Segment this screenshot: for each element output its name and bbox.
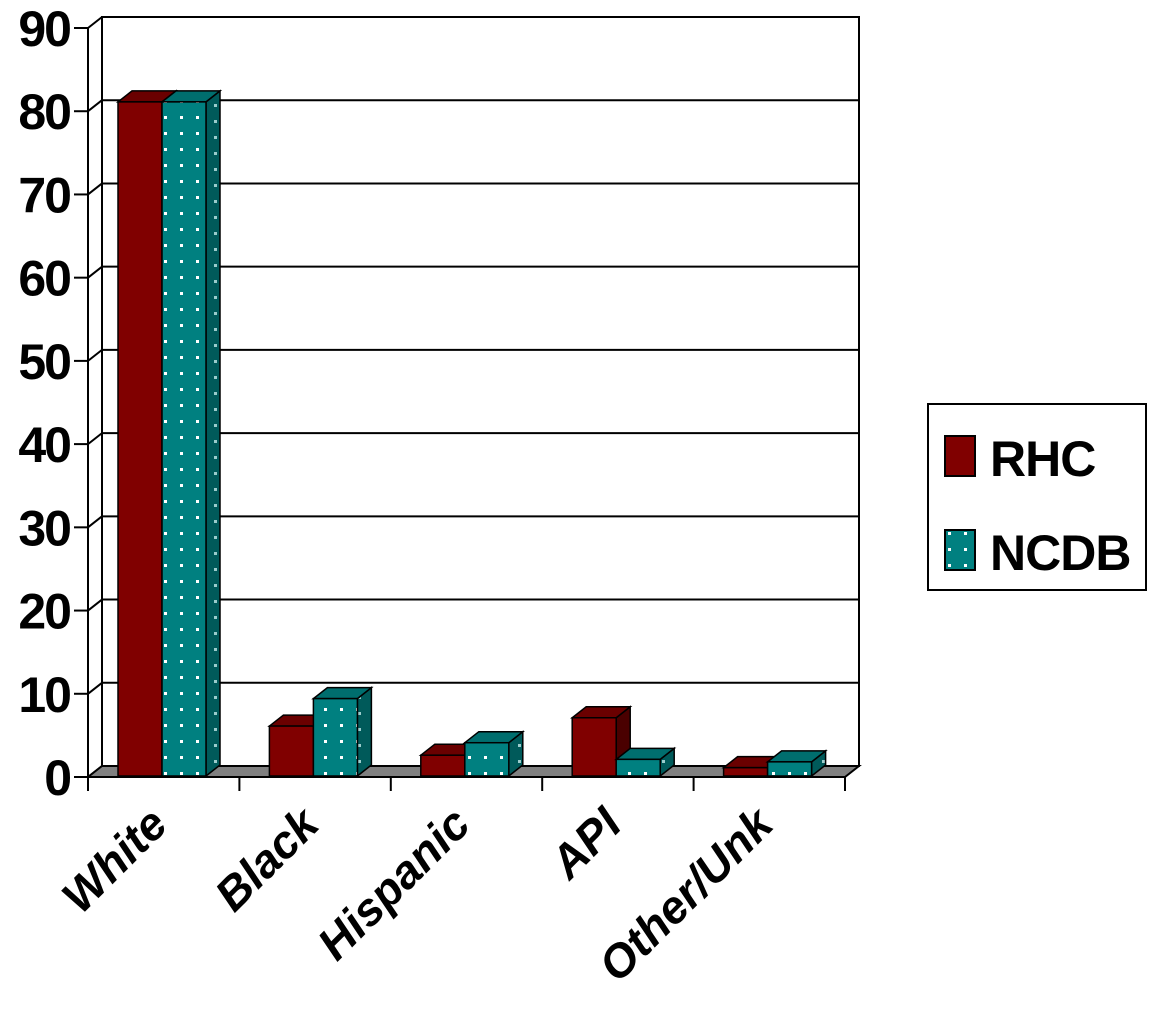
plot-back-wall	[101, 16, 860, 767]
bar-ncdb-white	[159, 89, 223, 778]
wall-edge	[87, 349, 103, 362]
wall-edge	[87, 432, 103, 445]
wall-edge	[87, 681, 103, 695]
bar-front	[117, 101, 163, 777]
wall-edge	[87, 265, 103, 279]
bar-side	[205, 89, 221, 778]
plot-area	[74, 16, 862, 791]
bar-front	[161, 101, 207, 777]
y-tick-label: 90	[18, 1, 70, 57]
bar-ncdb-api	[614, 746, 677, 778]
wall-edge	[87, 99, 103, 113]
bar-front	[766, 761, 813, 777]
x-tick-label: Black	[205, 796, 330, 921]
x-tick-label: White	[51, 797, 176, 922]
y-tick-label: 80	[18, 84, 70, 140]
y-tick-label: 60	[18, 251, 70, 307]
wall-edge	[87, 598, 103, 612]
bar-front	[312, 697, 359, 777]
x-tick-label: API	[539, 796, 632, 889]
bar-front	[268, 725, 315, 777]
y-tick-label: 70	[18, 167, 70, 223]
legend: RHC NCDB	[927, 403, 1147, 591]
legend-label-rhc: RHC	[990, 431, 1095, 487]
wall-edge	[87, 182, 103, 196]
y-tick-label: 30	[18, 500, 70, 556]
y-tick-label: 50	[18, 334, 70, 390]
y-tick-label: 10	[18, 667, 70, 723]
bar-front	[722, 766, 769, 777]
x-tick-label: Hispanic	[307, 797, 479, 969]
y-tick-label: 0	[44, 750, 70, 806]
y-tick-label: 20	[18, 584, 70, 640]
wall-edge	[87, 515, 103, 529]
bar-ncdb-black	[311, 686, 374, 778]
legend-label-ncdb: NCDB	[990, 525, 1130, 581]
legend-swatch-ncdb	[944, 529, 976, 571]
bar-front	[420, 754, 466, 777]
y-tick-label: 40	[18, 417, 70, 473]
bar-front	[464, 741, 510, 777]
bar-ncdb-otherunk	[765, 749, 828, 778]
bar-side	[356, 686, 373, 778]
wall-edge	[87, 16, 103, 29]
bar-rhc-api	[570, 705, 633, 778]
bar-ncdb-hispanic	[462, 730, 525, 778]
bar-front	[615, 758, 661, 777]
bars-group	[115, 89, 828, 778]
legend-swatch-rhc	[944, 435, 976, 477]
bar-front	[571, 716, 617, 777]
